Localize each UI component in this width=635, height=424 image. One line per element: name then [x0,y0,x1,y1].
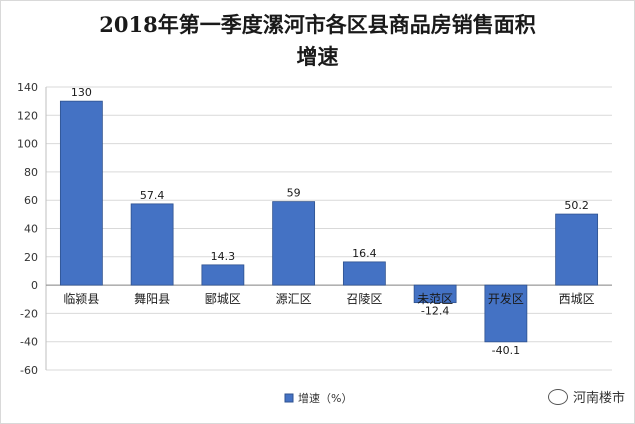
y-tick-label: 60 [24,194,38,207]
data-label: 130 [71,86,92,99]
watermark-text: 河南楼市 [572,391,625,406]
bar [555,213,599,286]
y-axis-ticks: 140 120 100 80 60 40 20 0 -20 -40 -60 [17,81,38,377]
y-tick-label: -60 [20,364,38,377]
category-label: 西城区 [559,292,595,306]
legend-label: 增速（%） [298,391,352,405]
y-tick-label: 40 [24,223,38,236]
bar [413,284,457,304]
category-label: 临颍县 [63,292,99,306]
data-label: -12.4 [421,305,449,318]
wechat-icon [547,388,568,405]
category-label: 召陵区 [346,292,382,306]
category-label: 源汇区 [276,292,312,306]
y-tick-label: 140 [17,81,38,94]
legend: 增速（%） [284,391,352,405]
y-tick-label: 120 [17,109,38,122]
y-tick-label: 20 [24,251,38,264]
bar [201,264,245,286]
bar [130,203,174,286]
y-tick-label: -20 [20,307,38,320]
bar [484,284,528,343]
chart-title-line2: 增速 [296,44,339,69]
data-label: 57.4 [140,189,165,202]
category-label: 未范区 [417,292,453,306]
category-label: 开发区 [488,291,524,306]
data-label: -40.1 [492,344,520,357]
data-label: 59 [287,187,301,200]
data-label: 16.4 [352,247,377,260]
category-label: 舞阳县 [134,292,170,306]
bars [59,100,599,343]
y-tick-label: 100 [17,138,38,151]
bar [272,201,316,286]
y-tick-label: 0 [31,279,38,292]
category-label: 郾城区 [205,292,241,306]
data-label: 14.3 [211,250,236,263]
bar [342,261,386,286]
x-axis-categories: 临颍县 舞阳县 郾城区 源汇区 召陵区 未范区 开发区 西城区 [63,291,594,306]
data-label: 50.2 [564,199,589,212]
y-tick-label: 80 [24,166,38,179]
watermark: 河南楼市 [547,387,625,406]
legend-swatch [284,393,294,403]
chart-title: 2018年第一季度漯河市各区县商品房销售面积 [99,12,536,37]
bar [59,100,103,286]
y-tick-label: -40 [20,336,38,349]
data-labels: 130 57.4 14.3 59 16.4 -12.4 -40.1 50.2 [71,86,589,357]
